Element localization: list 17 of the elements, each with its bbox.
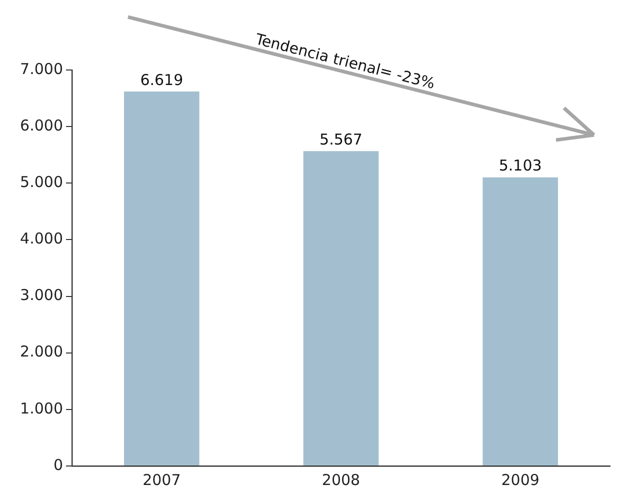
- x-tick-label: 2007: [142, 470, 181, 489]
- data-label: 5.567: [320, 130, 362, 148]
- y-tick-label: 4.000: [20, 230, 63, 248]
- y-tick-label: 7.000: [20, 60, 63, 78]
- x-tick-label: 2009: [501, 470, 540, 489]
- data-label: 5.103: [498, 156, 542, 175]
- y-tick-label: 0: [53, 456, 63, 474]
- data-label: 6.619: [140, 70, 184, 89]
- y-tick-label: 3.000: [20, 286, 63, 304]
- bar: [124, 92, 200, 466]
- y-tick-label: 1.000: [20, 399, 63, 418]
- y-tick-label: 5.000: [20, 173, 63, 192]
- y-tick-label: 2.000: [20, 342, 63, 361]
- bar: [303, 151, 379, 466]
- bar: [482, 177, 558, 466]
- y-tick-label: 6.000: [20, 116, 63, 134]
- x-tick-label: 2008: [322, 470, 360, 489]
